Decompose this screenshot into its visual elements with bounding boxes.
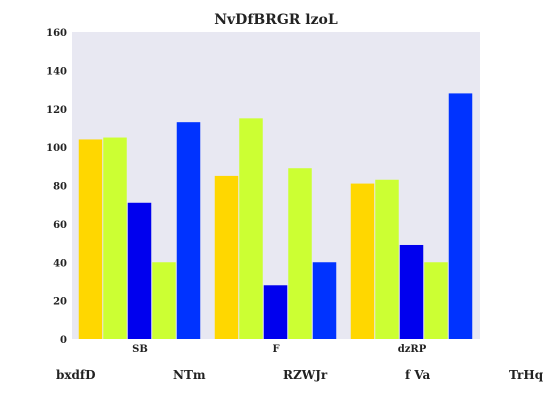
bar-trhq-f (313, 262, 337, 339)
bar-rzwjr-f (264, 285, 288, 339)
bar-bxdfd-dzrp (351, 184, 375, 339)
x-tick-label: dzRP (398, 344, 427, 355)
bar-f-va-dzrp (424, 262, 448, 339)
legend: bxdfD NTm RZWJr f Va TrHq (0, 362, 552, 392)
bar-rzwjr-dzrp (400, 245, 424, 339)
y-tick-label: 60 (53, 220, 67, 231)
bar-trhq-sb (177, 122, 201, 339)
bar-bxdfd-sb (79, 139, 103, 339)
y-tick-label: 100 (46, 143, 67, 154)
bar-ntm-dzrp (375, 180, 399, 339)
y-tick-label: 120 (46, 105, 67, 116)
legend-item: RZWJr (283, 368, 327, 382)
chart-title: NvDfBRGR lzoL (214, 12, 338, 28)
y-tick-label: 0 (60, 335, 67, 346)
bar-rzwjr-sb (128, 203, 152, 339)
y-tick-label: 20 (53, 297, 67, 308)
y-tick-label: 140 (46, 66, 67, 77)
legend-item: bxdfD (56, 368, 96, 382)
y-axis-ticks: 0 20 40 60 80 100 120 140 160 (46, 28, 67, 346)
y-tick-label: 160 (46, 28, 67, 39)
x-tick-label: SB (132, 344, 148, 355)
bar-ntm-sb (103, 138, 127, 339)
bar-f-va-sb (152, 262, 176, 339)
bar-f-va-f (288, 168, 312, 339)
legend-item: NTm (173, 368, 206, 382)
legend-item: TrHq (509, 368, 543, 382)
y-tick-label: 80 (53, 182, 67, 193)
bar-ntm-f (239, 118, 263, 339)
bar-trhq-dzrp (449, 93, 473, 339)
bar-bxdfd-f (215, 176, 239, 339)
x-tick-label: F (272, 344, 279, 355)
y-tick-label: 40 (53, 258, 67, 269)
legend-item: f Va (405, 368, 430, 382)
